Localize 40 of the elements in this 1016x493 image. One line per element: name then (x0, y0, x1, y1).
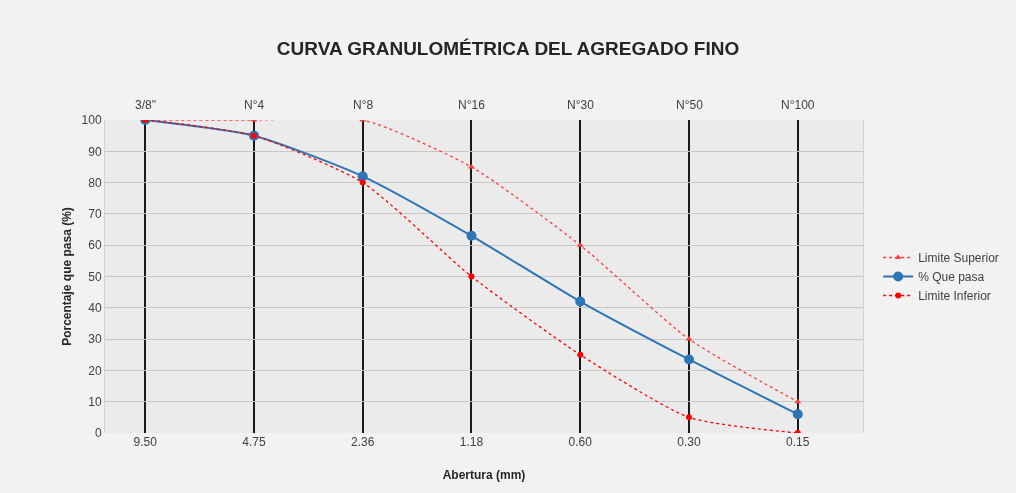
y-axis-title: Porcentaje que pasa (%) (60, 207, 74, 346)
x-tick-label: 0.60 (568, 435, 593, 449)
point (468, 273, 475, 280)
x-tick-label: 0.30 (677, 435, 701, 449)
point (466, 230, 477, 241)
x-tick-label: 0.15 (786, 435, 810, 449)
y-tick-label: 60 (88, 238, 102, 253)
point (575, 296, 586, 307)
point (359, 179, 366, 186)
point (684, 354, 694, 365)
y-tick-label: 0 (94, 426, 102, 441)
text: N°16 (458, 98, 486, 112)
point (357, 171, 368, 182)
point (577, 351, 584, 358)
text: N°100 (781, 98, 815, 112)
legend-label: Limite Inferior (918, 289, 991, 304)
y-tick-label: 100 (81, 113, 102, 128)
y-tick-label: 50 (88, 269, 102, 284)
chart-title: CURVA GRANULOMÉTRICA DEL AGREGADO FINO (276, 38, 740, 60)
point (792, 409, 803, 420)
x-tick-label: 9.50 (133, 435, 158, 449)
y-tick-label: 30 (88, 332, 102, 347)
point (686, 414, 692, 421)
x-tick-label: 2.36 (351, 435, 375, 449)
y-tick-label: 40 (88, 301, 102, 315)
text: N°50 (676, 98, 704, 112)
y-tick-label: 20 (88, 363, 102, 378)
x-tick-label: 4.75 (242, 435, 266, 449)
legend-label: Limite Superior (918, 251, 999, 266)
legend-label: % Que pasa (918, 270, 985, 285)
x-axis-title: Abertura (mm) (442, 468, 526, 482)
text: N°8 (353, 98, 374, 112)
y-tick-label: 70 (88, 207, 102, 222)
text: N°30 (567, 98, 595, 112)
y-tick-label: 80 (88, 175, 102, 190)
x-tick-label: 1.18 (459, 435, 484, 449)
y-tick-label: 10 (88, 394, 102, 409)
y-tick-label: 90 (88, 144, 102, 159)
text: N°4 (244, 98, 265, 112)
text: 3/8" (135, 98, 156, 112)
